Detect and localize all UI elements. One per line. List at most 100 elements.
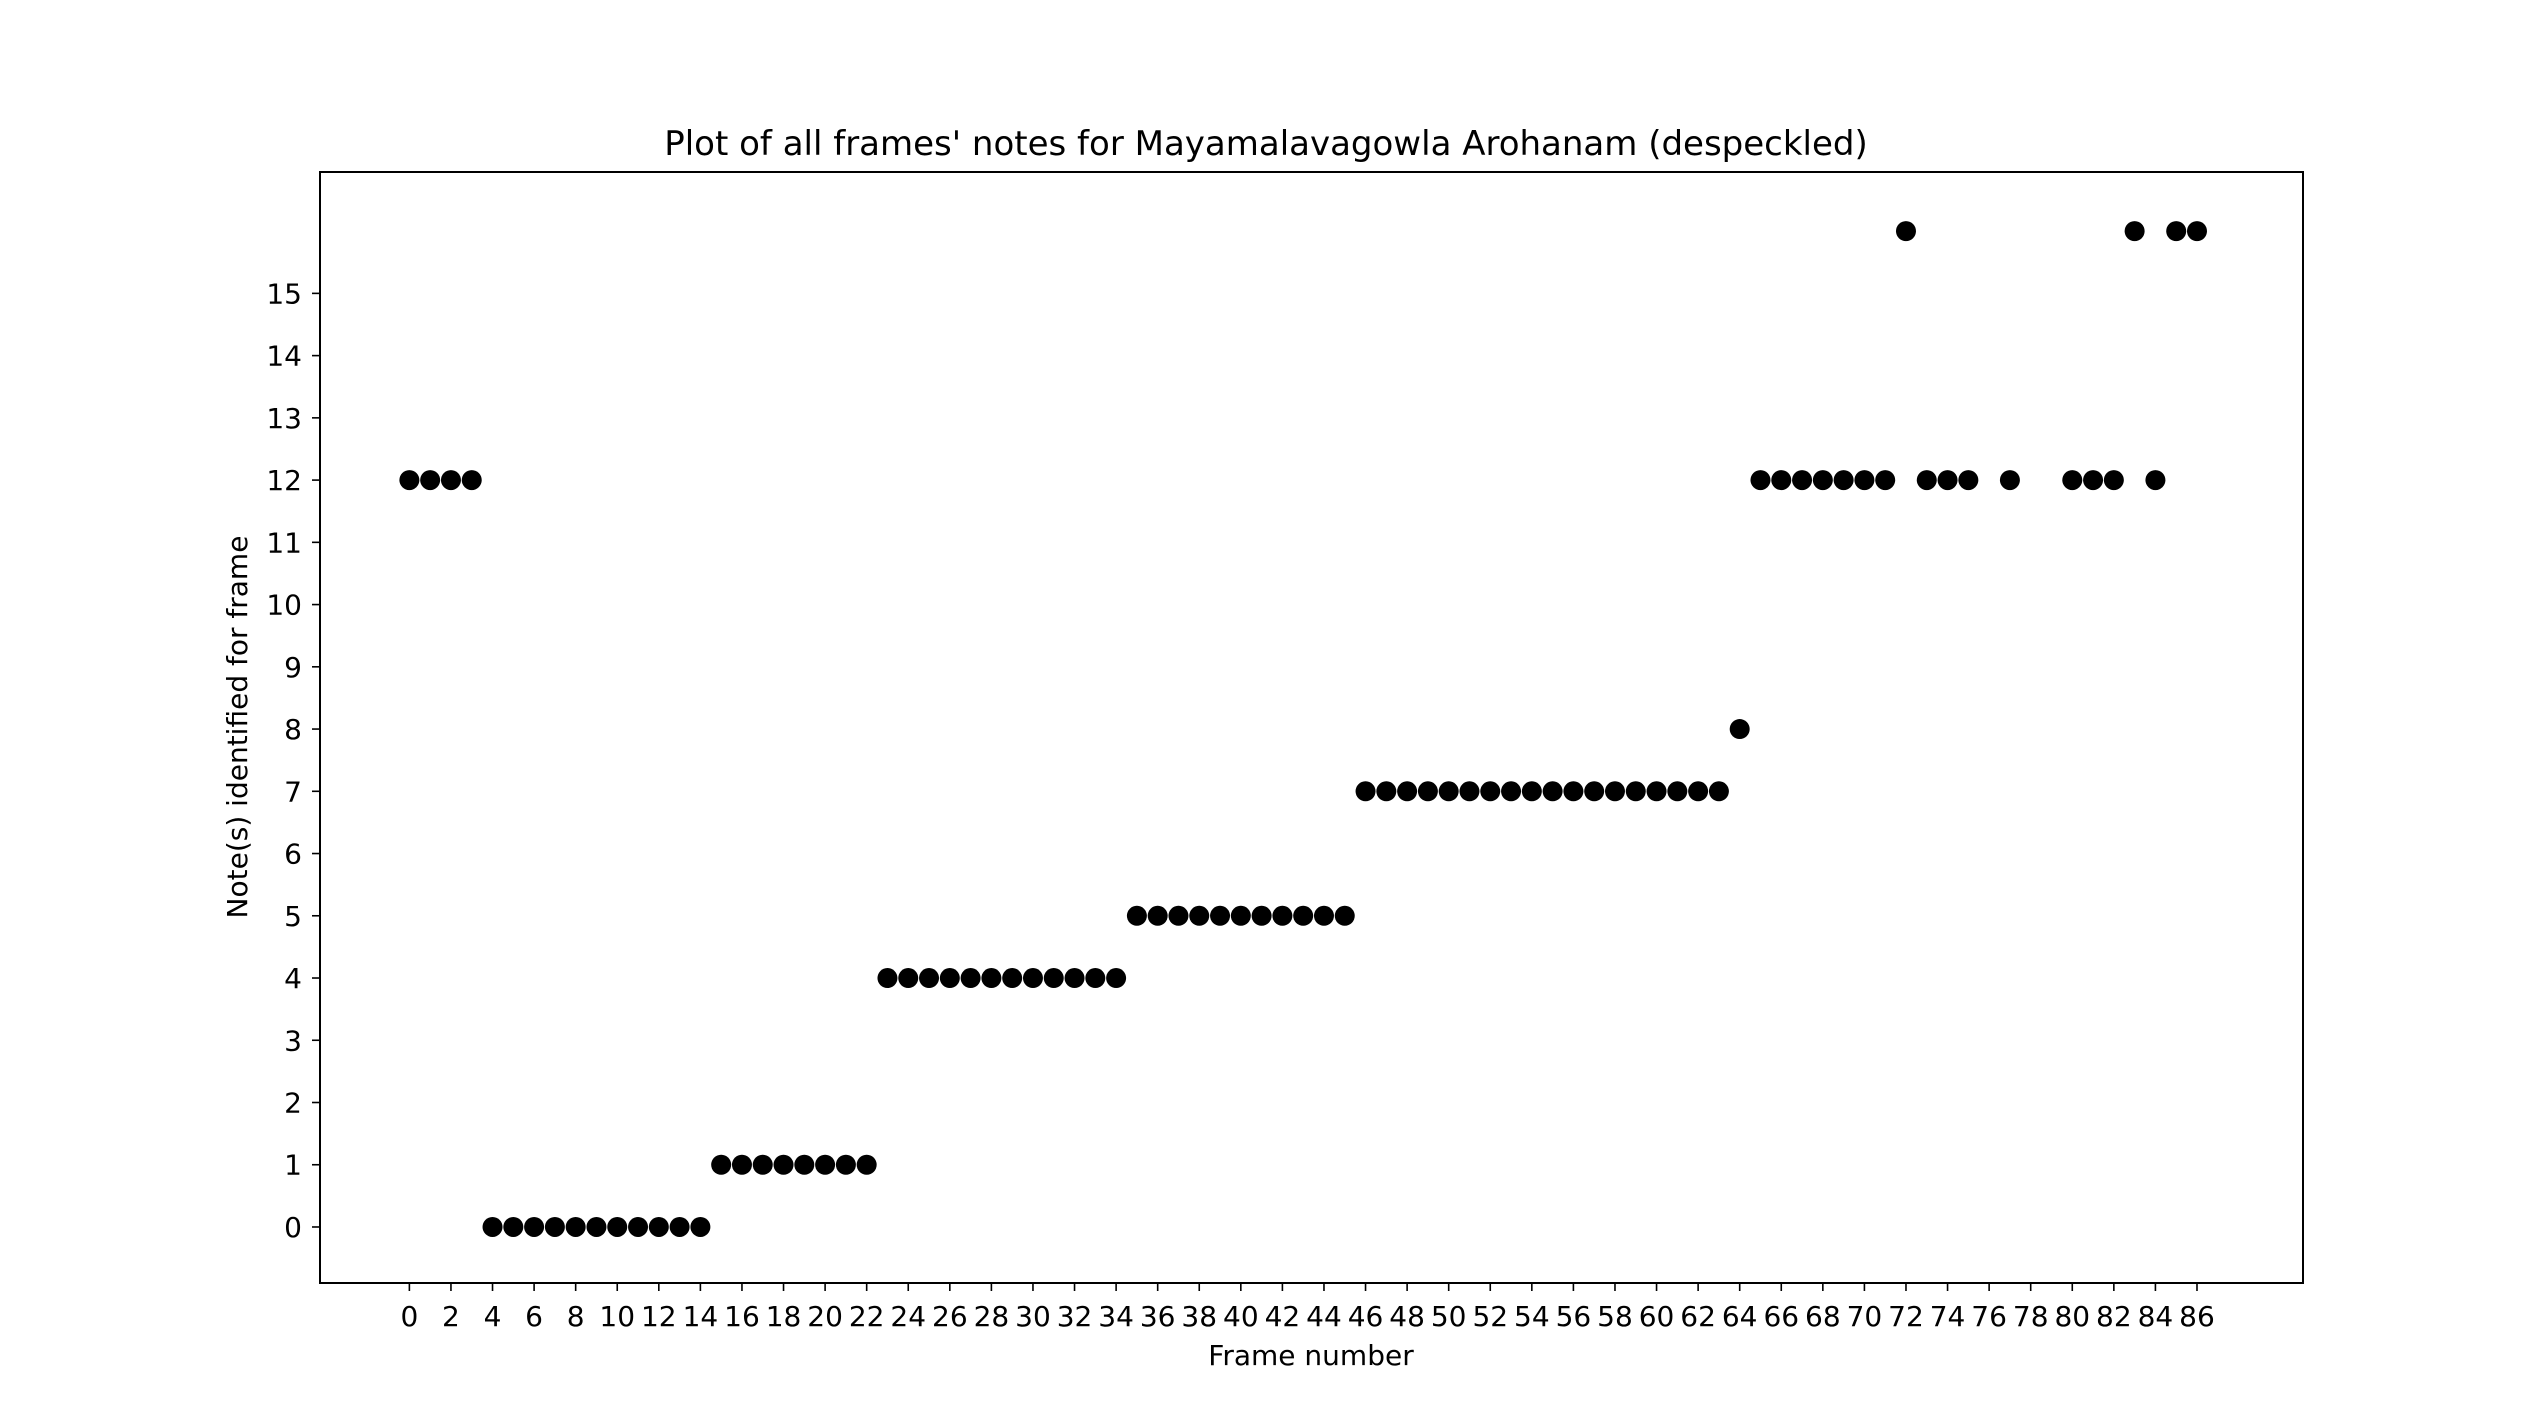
data-point <box>773 1154 794 1175</box>
x-tick-label: 2 <box>442 1300 460 1333</box>
data-point <box>939 968 960 989</box>
data-point <box>1771 470 1792 491</box>
x-tick-label: 74 <box>1930 1300 1966 1333</box>
data-point <box>1230 905 1251 926</box>
x-tick-label: 28 <box>974 1300 1010 1333</box>
data-point <box>1168 905 1189 926</box>
data-point <box>1501 781 1522 802</box>
x-tick-label: 26 <box>932 1300 968 1333</box>
x-tick-label: 14 <box>683 1300 719 1333</box>
data-point <box>461 470 482 491</box>
x-tick-label: 34 <box>1098 1300 1134 1333</box>
data-point <box>2083 470 2104 491</box>
data-point <box>586 1216 607 1237</box>
data-point <box>1189 905 1210 926</box>
data-point <box>524 1216 545 1237</box>
data-point <box>1667 781 1688 802</box>
data-point <box>856 1154 877 1175</box>
x-tick-label: 68 <box>1805 1300 1841 1333</box>
data-point <box>1688 781 1709 802</box>
y-tick-label: 14 <box>266 340 302 373</box>
x-tick-label: 44 <box>1306 1300 1342 1333</box>
data-point <box>2166 221 2187 242</box>
data-point <box>1916 470 1937 491</box>
y-tick-label: 0 <box>284 1211 302 1244</box>
data-point <box>1937 470 1958 491</box>
data-point <box>1584 781 1605 802</box>
data-point <box>1064 968 1085 989</box>
data-point <box>628 1216 649 1237</box>
data-point <box>1417 781 1438 802</box>
data-point <box>815 1154 836 1175</box>
x-tick-label: 64 <box>1722 1300 1758 1333</box>
data-point <box>1085 968 1106 989</box>
data-point <box>1355 781 1376 802</box>
y-tick-label: 10 <box>266 589 302 622</box>
y-tick-label: 11 <box>266 526 302 559</box>
x-tick-label: 46 <box>1348 1300 1384 1333</box>
data-point <box>835 1154 856 1175</box>
data-point <box>2186 221 2207 242</box>
data-point <box>1438 781 1459 802</box>
data-point <box>544 1216 565 1237</box>
x-axis-label: Frame number <box>1208 1339 1414 1372</box>
data-point <box>1729 719 1750 740</box>
data-point <box>1043 968 1064 989</box>
data-point <box>1750 470 1771 491</box>
data-point <box>794 1154 815 1175</box>
x-tick-label: 60 <box>1639 1300 1675 1333</box>
x-tick-label: 80 <box>2054 1300 2090 1333</box>
data-point <box>420 470 441 491</box>
y-tick-label: 2 <box>284 1087 302 1120</box>
x-tick-label: 48 <box>1389 1300 1425 1333</box>
data-point <box>1106 968 1127 989</box>
data-point <box>607 1216 628 1237</box>
data-point <box>1376 781 1397 802</box>
data-point <box>1854 470 1875 491</box>
data-point <box>731 1154 752 1175</box>
data-point <box>960 968 981 989</box>
data-point <box>1147 905 1168 926</box>
x-tick-label: 16 <box>724 1300 760 1333</box>
x-tick-label: 72 <box>1888 1300 1924 1333</box>
data-point <box>1999 470 2020 491</box>
data-point <box>1563 781 1584 802</box>
data-point <box>1334 905 1355 926</box>
data-point <box>711 1154 732 1175</box>
plot-frame <box>319 171 2304 1284</box>
data-point <box>690 1216 711 1237</box>
chart-title: Plot of all frames' notes for Mayamalava… <box>664 124 1868 164</box>
x-tick-label: 24 <box>890 1300 926 1333</box>
data-point <box>1002 968 1023 989</box>
data-point <box>399 470 420 491</box>
data-point <box>1293 905 1314 926</box>
data-points <box>399 221 2207 1237</box>
y-tick-label: 4 <box>284 962 302 995</box>
data-point <box>1604 781 1625 802</box>
y-tick-label: 6 <box>284 838 302 871</box>
y-tick-label: 13 <box>266 402 302 435</box>
data-point <box>2062 470 2083 491</box>
data-point <box>1521 781 1542 802</box>
x-tick-label: 8 <box>567 1300 585 1333</box>
data-point <box>1542 781 1563 802</box>
y-tick-label: 7 <box>284 775 302 808</box>
data-point <box>1480 781 1501 802</box>
x-tick-label: 38 <box>1181 1300 1217 1333</box>
data-point <box>1792 470 1813 491</box>
x-tick-label: 22 <box>849 1300 885 1333</box>
data-point <box>1210 905 1231 926</box>
data-point <box>898 968 919 989</box>
data-point <box>1397 781 1418 802</box>
data-point <box>1272 905 1293 926</box>
data-point <box>2124 221 2145 242</box>
y-tick-label: 9 <box>284 651 302 684</box>
data-point <box>648 1216 669 1237</box>
data-point <box>1958 470 1979 491</box>
data-point <box>752 1154 773 1175</box>
x-tick-label: 86 <box>2179 1300 2215 1333</box>
data-point <box>1313 905 1334 926</box>
x-axis: 0 2 4 6 8 10 12 14 16 18 20 22 24 26 28 30 32 34 36 38 40 42 4… <box>400 1283 2215 1333</box>
